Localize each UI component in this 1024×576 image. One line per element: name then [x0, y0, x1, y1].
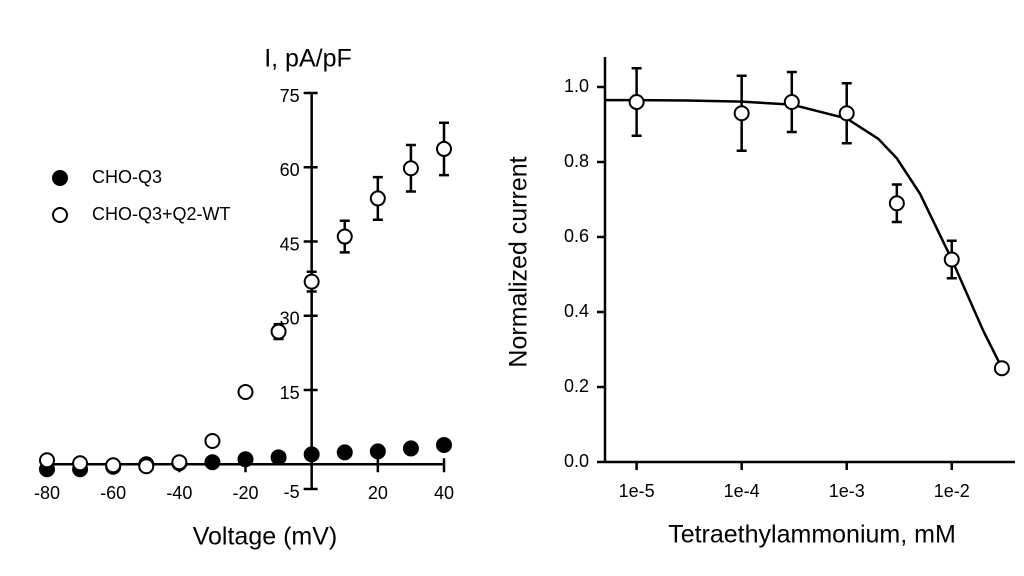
x-tick-label: -40 [166, 483, 192, 503]
x-tick-label: 1e-5 [619, 481, 655, 501]
y-tick-label: 0.6 [564, 226, 589, 246]
data-point [402, 160, 419, 177]
data-point [171, 454, 188, 471]
data-point [303, 273, 320, 290]
data-point [105, 457, 122, 474]
x-tick-label: 1e-2 [934, 481, 970, 501]
data-point [72, 455, 89, 472]
data-point [270, 449, 287, 466]
x-tick-label: 20 [368, 483, 388, 503]
x-tick-label: -80 [34, 483, 60, 503]
legend-label: CHO-Q3 [92, 167, 162, 187]
data-point [943, 251, 960, 268]
data-point [369, 190, 386, 207]
legend-marker [52, 207, 68, 223]
y-tick-label: 45 [280, 234, 300, 254]
y-tick-label: -5 [284, 482, 300, 502]
data-point [838, 105, 855, 122]
x-axis-label: Tetraethylammonium, mM [668, 521, 956, 549]
y-tick-label: 15 [280, 383, 300, 403]
y-tick-label: 75 [280, 86, 300, 106]
data-point [138, 458, 155, 475]
data-point [888, 195, 905, 212]
data-point [336, 228, 353, 245]
x-tick-label: -60 [100, 483, 126, 503]
data-point [237, 383, 254, 400]
y-tick-label: 0.8 [564, 151, 589, 171]
data-point [270, 323, 287, 340]
data-point [436, 436, 452, 453]
data-point [336, 444, 353, 461]
fit-curve [605, 98, 1004, 369]
y-tick-label: 1.0 [564, 76, 589, 96]
y-tick-label: 60 [280, 160, 300, 180]
data-point [436, 140, 452, 157]
y-axis-label: Normalized current [505, 156, 533, 367]
data-point [733, 105, 750, 122]
data-point [237, 451, 254, 468]
data-point [993, 360, 1010, 377]
legend-marker [52, 170, 68, 186]
y-tick-label: 30 [280, 309, 300, 329]
x-tick-label: -20 [232, 483, 258, 503]
x-tick-label: 40 [434, 483, 454, 503]
data-point [369, 443, 386, 460]
data-point [783, 94, 800, 110]
y-tick-label: 0.2 [564, 376, 589, 396]
legend-label: CHO-Q3+Q2-WT [92, 204, 231, 224]
data-point [402, 440, 419, 457]
y-tick-label: 0.0 [564, 451, 589, 471]
data-point [204, 454, 221, 471]
x-axis-label: Voltage (mV) [193, 523, 338, 551]
data-point [204, 432, 221, 449]
data-point [628, 94, 645, 110]
y-axis-label: I, pA/pF [264, 45, 352, 73]
y-tick-label: 0.4 [564, 301, 589, 321]
x-tick-label: 1e-3 [829, 481, 865, 501]
data-point [303, 446, 320, 463]
data-point [39, 452, 55, 469]
x-tick-label: 1e-4 [724, 481, 760, 501]
